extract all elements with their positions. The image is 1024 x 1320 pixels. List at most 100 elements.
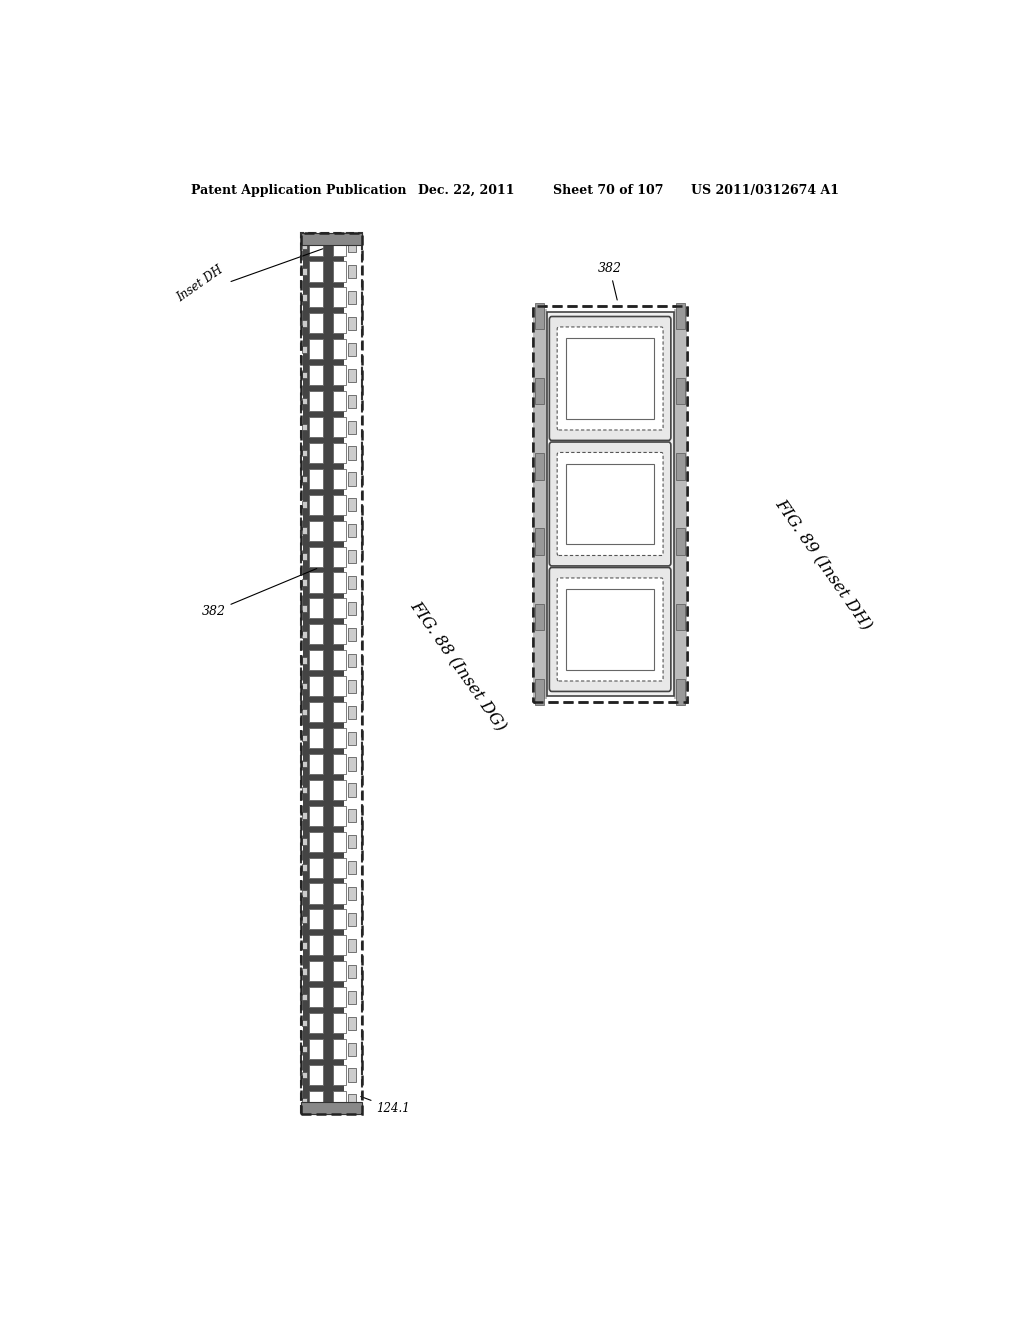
Bar bbox=[676, 528, 685, 554]
Bar bbox=[309, 288, 324, 308]
Bar bbox=[333, 417, 346, 437]
Bar bbox=[302, 243, 307, 249]
Bar bbox=[348, 265, 356, 279]
Bar bbox=[348, 576, 356, 589]
Bar bbox=[348, 680, 356, 693]
Bar bbox=[348, 758, 356, 771]
Bar bbox=[302, 709, 307, 715]
Bar bbox=[536, 678, 545, 705]
Bar bbox=[309, 495, 324, 515]
Text: 124.1: 124.1 bbox=[360, 1097, 411, 1115]
Bar bbox=[348, 913, 356, 927]
Bar bbox=[333, 546, 346, 566]
Bar bbox=[309, 313, 324, 334]
Bar bbox=[309, 883, 324, 904]
FancyBboxPatch shape bbox=[549, 442, 671, 566]
Text: US 2011/0312674 A1: US 2011/0312674 A1 bbox=[691, 183, 840, 197]
Bar bbox=[333, 520, 346, 541]
Bar bbox=[309, 676, 324, 696]
Bar bbox=[348, 473, 356, 486]
Bar bbox=[309, 832, 324, 851]
Bar bbox=[333, 573, 346, 593]
Bar bbox=[309, 1039, 324, 1059]
Bar bbox=[676, 302, 685, 329]
Bar bbox=[302, 294, 307, 301]
Bar bbox=[309, 858, 324, 878]
Bar bbox=[302, 1097, 307, 1104]
Bar bbox=[309, 805, 324, 826]
Bar bbox=[309, 366, 324, 385]
Bar bbox=[302, 319, 307, 326]
Bar bbox=[309, 1090, 324, 1111]
Bar bbox=[301, 232, 362, 1114]
Bar bbox=[302, 787, 307, 793]
Bar bbox=[302, 475, 307, 482]
Bar bbox=[348, 887, 356, 900]
Bar bbox=[309, 987, 324, 1007]
Bar bbox=[333, 366, 346, 385]
Bar bbox=[565, 590, 654, 669]
Bar bbox=[348, 368, 356, 381]
Bar bbox=[348, 809, 356, 822]
Bar bbox=[303, 235, 344, 1111]
Bar bbox=[309, 339, 324, 359]
Bar bbox=[333, 288, 346, 308]
Bar bbox=[302, 268, 307, 275]
Bar bbox=[348, 991, 356, 1005]
Text: Inset DH: Inset DH bbox=[174, 248, 323, 304]
Bar bbox=[348, 1043, 356, 1056]
Bar bbox=[333, 805, 346, 826]
Bar bbox=[333, 832, 346, 851]
Bar bbox=[302, 813, 307, 818]
Bar bbox=[348, 498, 356, 511]
Bar bbox=[333, 1065, 346, 1085]
Bar bbox=[309, 936, 324, 956]
Bar bbox=[302, 942, 307, 949]
Bar bbox=[333, 1012, 346, 1034]
Text: FIG. 89 (Inset DH): FIG. 89 (Inset DH) bbox=[771, 496, 874, 634]
Text: Dec. 22, 2011: Dec. 22, 2011 bbox=[418, 183, 514, 197]
Bar bbox=[302, 502, 307, 508]
Bar bbox=[309, 598, 324, 619]
Bar bbox=[302, 553, 307, 560]
Bar bbox=[348, 317, 356, 330]
FancyBboxPatch shape bbox=[557, 578, 664, 681]
Bar bbox=[565, 338, 654, 418]
Bar bbox=[676, 378, 685, 404]
Bar bbox=[333, 495, 346, 515]
Bar bbox=[309, 651, 324, 671]
Bar bbox=[309, 1012, 324, 1034]
Bar bbox=[333, 339, 346, 359]
FancyBboxPatch shape bbox=[557, 453, 664, 556]
Bar bbox=[302, 657, 307, 664]
Bar bbox=[676, 453, 685, 479]
Bar bbox=[676, 678, 685, 705]
Bar bbox=[333, 313, 346, 334]
Bar bbox=[348, 524, 356, 537]
Bar bbox=[301, 232, 362, 1114]
Bar bbox=[348, 550, 356, 564]
Bar bbox=[532, 309, 547, 700]
Bar bbox=[302, 682, 307, 689]
Bar bbox=[302, 450, 307, 457]
Bar bbox=[333, 391, 346, 411]
Bar bbox=[333, 987, 346, 1007]
Bar bbox=[309, 520, 324, 541]
Bar bbox=[348, 653, 356, 667]
Bar bbox=[333, 624, 346, 644]
Bar bbox=[333, 651, 346, 671]
Text: FIG. 88 (Inset DG): FIG. 88 (Inset DG) bbox=[406, 598, 509, 735]
Bar bbox=[302, 397, 307, 404]
Bar bbox=[536, 302, 545, 329]
Bar bbox=[302, 838, 307, 845]
Bar bbox=[348, 602, 356, 615]
Bar bbox=[302, 735, 307, 742]
Bar bbox=[333, 235, 346, 256]
Bar bbox=[309, 909, 324, 929]
Bar bbox=[309, 391, 324, 411]
Bar bbox=[348, 731, 356, 744]
Bar bbox=[348, 1068, 356, 1081]
Bar bbox=[348, 290, 356, 304]
Bar bbox=[348, 706, 356, 719]
Bar bbox=[348, 628, 356, 642]
